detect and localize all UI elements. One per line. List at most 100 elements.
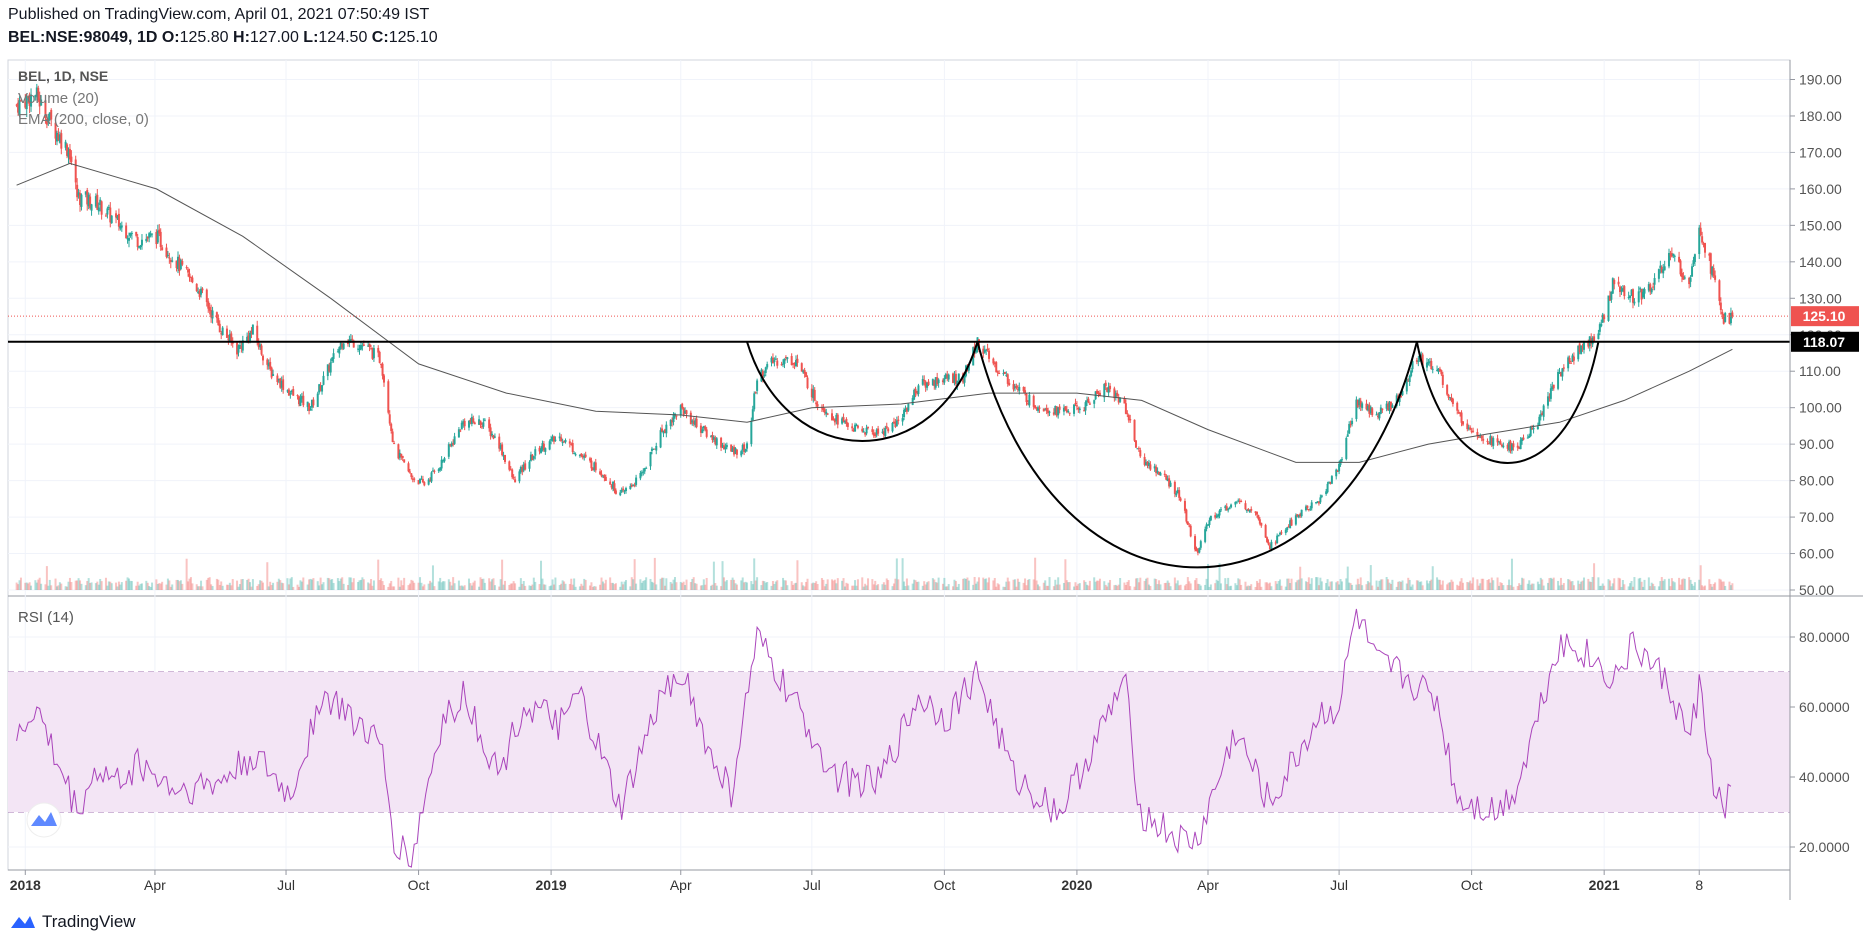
candle-body [1168,478,1171,487]
candle-body [766,364,769,368]
candle-body [875,429,878,435]
volume-bar [1240,584,1243,590]
volume-bar [962,578,965,590]
candle-body [806,377,809,389]
candle-body [181,260,184,265]
candle-body [230,333,233,342]
candle-body [1002,373,1005,375]
volume-bar [1093,577,1096,590]
candle-body [1405,378,1408,392]
candle-body [1729,313,1732,324]
volume-bar [1405,583,1408,590]
candle-body [1199,541,1202,548]
candle-body [1218,510,1221,516]
candle-body [380,363,383,366]
candle-body [1274,542,1277,544]
candle-body [892,421,895,424]
candle-body [195,283,198,292]
candle-body [1025,393,1028,403]
volume-bar [1398,581,1401,590]
candle-body [1704,242,1707,253]
candle-body [734,448,737,454]
volume-bar [1522,578,1525,590]
volume-bar [195,584,198,590]
volume-bar [230,585,233,590]
volume-bar [331,579,334,590]
candle-body [64,141,67,148]
volume-bar [671,583,674,590]
candle-body [988,350,991,359]
volume-bar [933,579,936,590]
candle-body [1470,431,1473,433]
volume-bar [1395,586,1398,590]
volume-bar [502,584,505,590]
volume-bar [924,584,927,590]
volume-bar [643,580,646,590]
volume-bar [944,586,947,590]
candle-body [1446,385,1449,395]
candle-body [1578,343,1581,352]
candle-body [1015,386,1018,388]
volume-bar [1247,585,1250,590]
volume-bar [1446,584,1449,590]
volume-bar [17,584,20,590]
volume-bar [985,578,988,590]
volume-bar [655,584,658,590]
volume-bar [429,580,432,590]
candle-body [1045,407,1048,412]
volume-bar [1219,583,1222,590]
candle-body [417,479,420,485]
volume-bar [89,582,92,590]
rsi-tick-label: 80.0000 [1799,629,1850,645]
volume-bar [1640,581,1643,590]
candle-body [55,132,58,142]
volume-bar [954,581,957,590]
candle-body [447,444,450,457]
volume-bar [1179,584,1182,590]
candle-body [541,443,544,450]
candle-body [161,247,164,251]
price-tick-label: 140.00 [1799,254,1842,270]
volume-bar [813,582,816,590]
volume-bar [308,579,311,590]
volume-bar [1058,584,1061,590]
candle-body [733,446,736,455]
volume-bar [560,583,563,590]
candle-body [1459,412,1462,414]
volume-bar [267,586,270,590]
volume-bar [457,580,460,590]
volume-bar [972,584,975,590]
volume-bar [238,584,241,590]
volume-bar [669,581,672,590]
candle-body [1731,312,1734,317]
candle-body [554,439,557,441]
candle-body [1541,412,1544,416]
candle-body [871,429,874,432]
candle-body [1437,368,1440,373]
volume-bar [256,586,259,590]
volume-bar [480,579,483,590]
candle-body [581,455,584,458]
volume-bar [1389,583,1392,590]
candle-body [489,427,492,437]
candle-body [241,340,244,351]
candle-body [349,339,352,341]
volume-bar [1098,578,1101,590]
candle-body [149,233,152,236]
candle-body [1376,416,1379,418]
volume-bar [842,578,845,590]
volume-bar [109,581,112,590]
candle-body [169,260,172,263]
volume-bar [529,586,532,590]
candle-body [1430,360,1433,370]
volume-bar [90,582,93,590]
volume-bar [201,586,204,590]
volume-bar [854,580,857,590]
candle-body [159,231,162,248]
candle-body [571,443,574,453]
volume-bar [640,582,643,590]
candle-body [1643,289,1646,294]
volume-bar [1297,579,1300,590]
volume-bar [1284,586,1287,590]
